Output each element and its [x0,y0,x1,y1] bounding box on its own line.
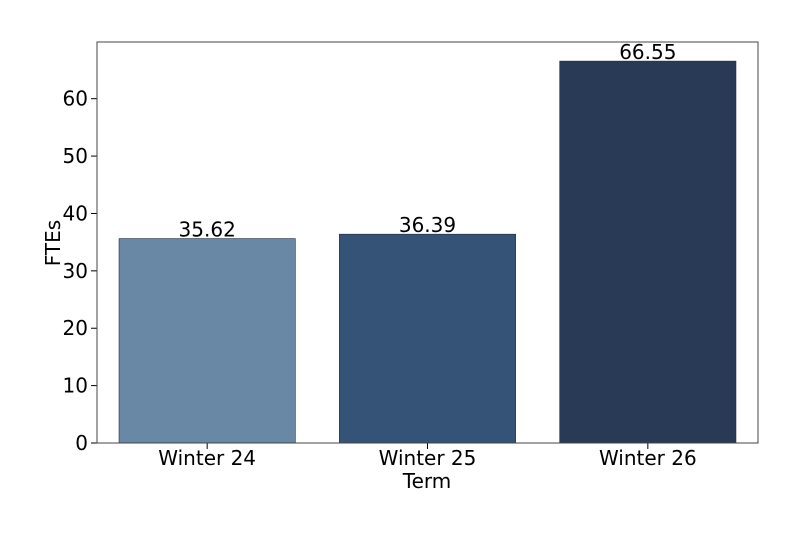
x-axis-label: Term [402,469,451,493]
y-tick-label: 10 [63,374,88,398]
y-tick-label: 0 [75,431,88,455]
y-tick-label: 30 [63,259,88,283]
y-tick-label: 40 [63,201,88,225]
bar [559,60,737,444]
value-label: 36.39 [399,213,456,237]
plot-frame [96,41,759,444]
y-tick-label: 60 [63,87,88,111]
y-tick-label: 50 [63,144,88,168]
y-axis-label: FTEs [41,220,65,266]
x-tick-label: Winter 24 [158,446,256,470]
y-tick-label: 20 [63,316,88,340]
bar [339,233,516,444]
value-label: 66.55 [619,40,676,64]
x-tick-label: Winter 25 [379,446,477,470]
x-tick-label: Winter 26 [599,446,697,470]
value-label: 35.62 [179,218,236,242]
bar [118,238,296,444]
